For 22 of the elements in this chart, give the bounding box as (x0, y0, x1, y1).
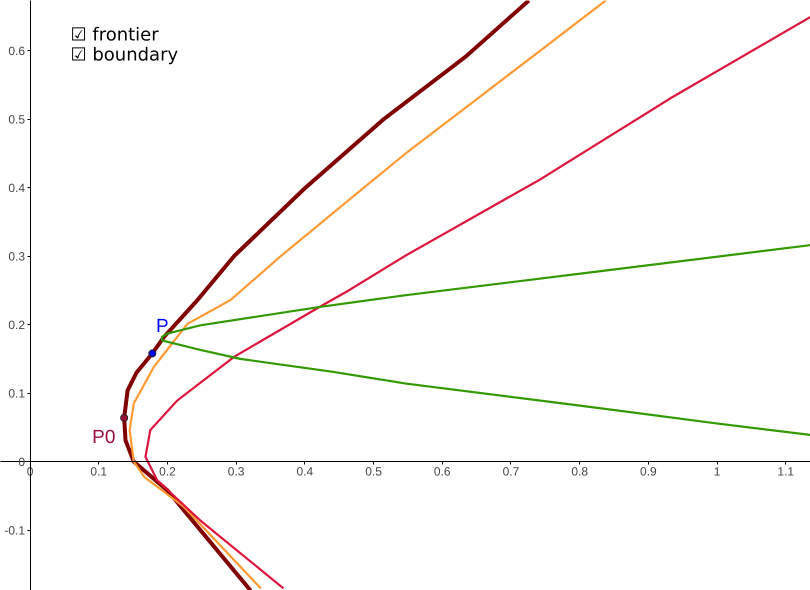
x-tick-label: 0.6 (434, 464, 451, 479)
y-tick-label: 0.5 (8, 112, 26, 127)
x-tick-label: 0.3 (228, 464, 245, 479)
annotation: ☑ frontier (70, 24, 160, 46)
x-tick-label: 0.1 (90, 464, 108, 479)
y-tick-label: -0.1 (4, 524, 26, 538)
annotation: P0 (92, 426, 116, 448)
x-tick-label: 0.4 (296, 464, 314, 479)
x-tick-label: 0.9 (640, 464, 658, 479)
annotation: ☑ boundary (70, 44, 178, 66)
x-tick-label: 0.7 (502, 464, 520, 479)
y-tick-label: 0.6 (8, 44, 26, 58)
x-tick-label: 0.8 (571, 464, 588, 479)
annotation: P (156, 316, 169, 337)
x-tick-label: 0.2 (159, 464, 176, 479)
y-tick-label: 0.2 (8, 318, 26, 332)
y-tick-label: 0.1 (8, 386, 26, 401)
x-tick-label: 1 (714, 464, 721, 479)
x-tick-label: 1.1 (777, 464, 794, 479)
x-tick-label: 0.5 (365, 464, 382, 479)
y-tick-label: 0.3 (8, 250, 26, 264)
y-tick-label: 0.4 (8, 181, 26, 196)
